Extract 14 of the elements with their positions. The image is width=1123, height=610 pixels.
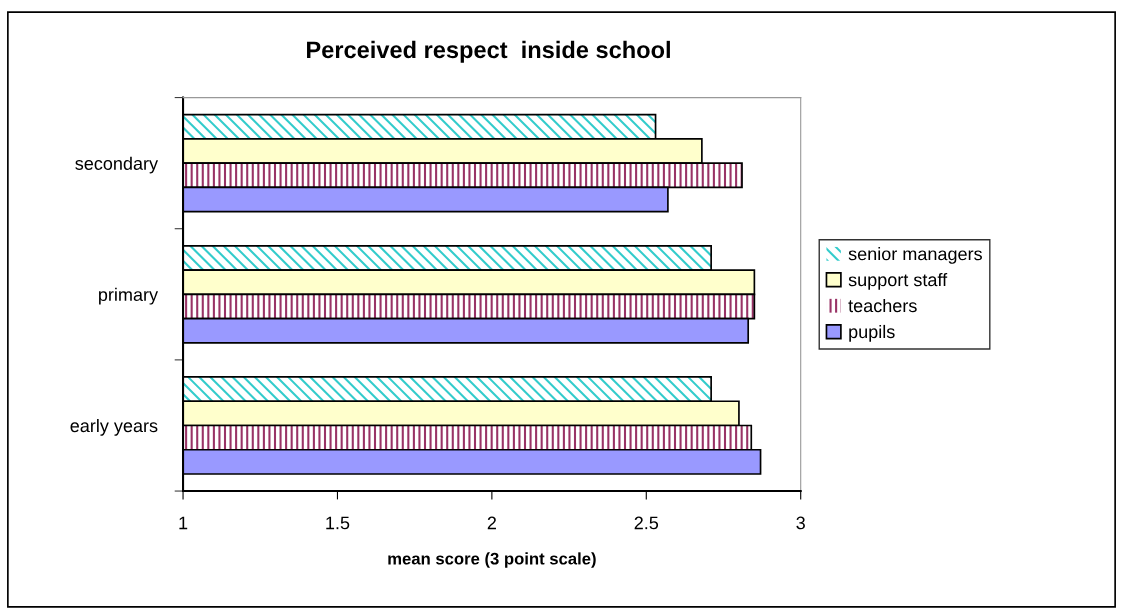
x-tick-label: 2.5 [634, 516, 659, 530]
legend-label: support staff [848, 273, 948, 290]
x-axis-title: mean score (3 point scale) [388, 552, 596, 568]
legend-label: senior managers [848, 247, 982, 264]
x-tick-label: 3 [796, 516, 805, 530]
y-tick-label: early years [70, 418, 158, 436]
x-tick-label: 1 [179, 516, 188, 530]
x-tick-label: 2 [487, 516, 496, 530]
chart-title: Perceived respect inside school [307, 40, 670, 63]
legend-label: pupils [849, 324, 895, 342]
x-tick-label: 1.5 [326, 516, 350, 530]
y-tick-label: primary [99, 287, 159, 305]
y-tick-label: secondary [75, 156, 159, 174]
legend-label: teachers [848, 298, 917, 313]
